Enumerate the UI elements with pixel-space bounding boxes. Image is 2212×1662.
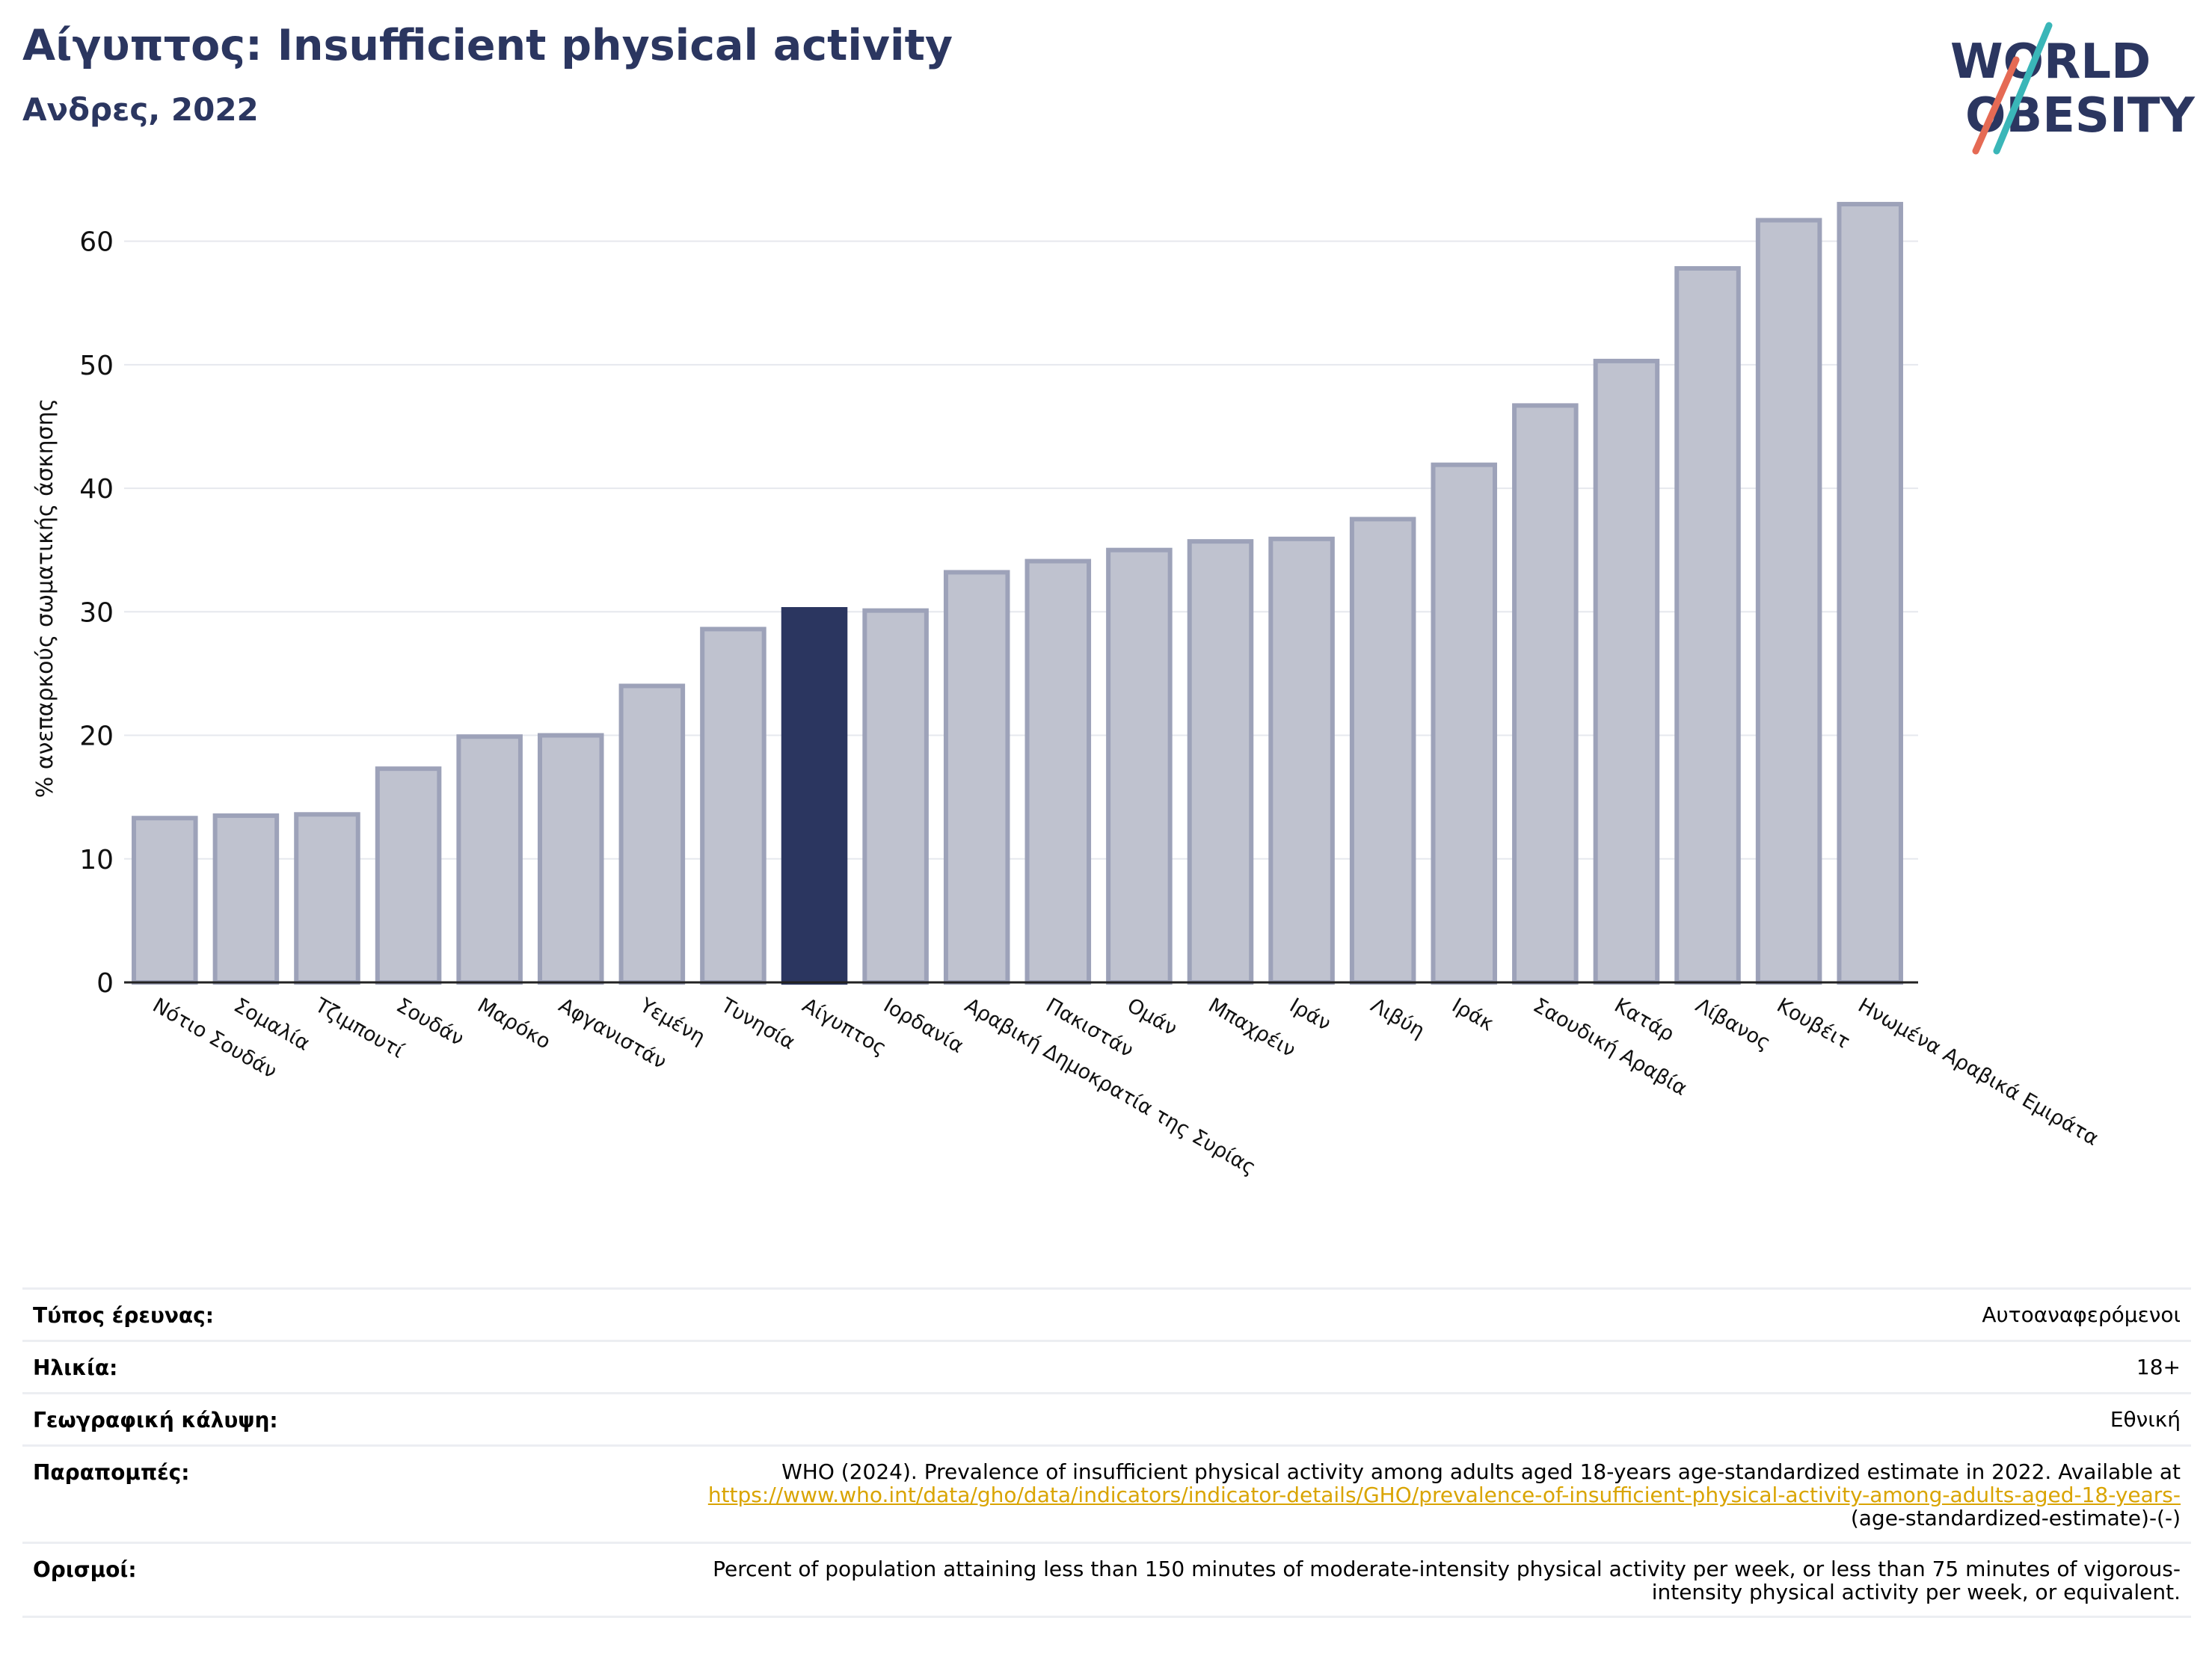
x-tick-label: Κατάρ	[1610, 994, 1678, 1046]
x-tick-label: Αίγυπτος	[799, 994, 891, 1060]
bar	[1837, 202, 1903, 985]
bar	[1187, 539, 1254, 985]
bar	[212, 813, 280, 985]
bar	[1755, 218, 1822, 985]
bar	[1593, 358, 1660, 985]
bar	[1106, 547, 1173, 985]
x-tick-label: Ιορδανία	[879, 994, 968, 1058]
x-tick-label: Λίβανος	[1692, 994, 1775, 1055]
info-row-coverage: Γεωγραφική κάλυψη: Εθνική	[22, 1392, 2191, 1444]
x-tick-label: Τζιμπουτί	[310, 994, 408, 1063]
bar	[132, 816, 198, 985]
x-tick-label: Ομάν	[1123, 994, 1181, 1041]
bar	[943, 570, 1010, 985]
bar	[1674, 265, 1741, 985]
definitions-line1: Percent of population attaining less tha…	[713, 1557, 2181, 1581]
references-value: WHO (2024). Prevalence of insufficient p…	[708, 1460, 2181, 1530]
survey-type-value: Αυτοαναφερόμενοι	[1982, 1302, 2181, 1327]
logo-slash-teal	[1993, 22, 2053, 155]
coverage-label: Γεωγραφική κάλυψη:	[33, 1408, 278, 1432]
bar	[456, 734, 523, 985]
x-tick-label: Μαρόκο	[473, 994, 554, 1053]
y-tick-label: 20	[79, 721, 114, 752]
bar	[537, 733, 604, 985]
references-link[interactable]: https://www.who.int/data/gho/data/indica…	[707, 1483, 2181, 1507]
x-tick-label: Μπαχρέιν	[1204, 994, 1299, 1062]
bar	[700, 627, 766, 985]
bar-highlighted	[781, 607, 848, 985]
world-obesity-logo: WORLD OBESITY	[1950, 22, 2195, 155]
x-tick-label: Τυνησία	[716, 994, 799, 1055]
bar	[862, 608, 929, 985]
info-row-survey-type: Τύπος έρευνας: Αυτοαναφερόμενοι	[22, 1287, 2191, 1340]
references-tail: (age-standardized-estimate)-(-)	[1850, 1506, 2181, 1530]
bar	[1349, 517, 1416, 985]
info-table: Τύπος έρευνας: Αυτοαναφερόμενοι Ηλικία: …	[22, 1287, 2191, 1618]
age-value: 18+	[2136, 1355, 2181, 1379]
references-text: WHO (2024). Prevalence of insufficient p…	[781, 1459, 2181, 1484]
x-tick-label: Κουβέιτ	[1773, 994, 1854, 1053]
y-tick-label: 50	[79, 351, 114, 381]
x-tick-label: Ηνωμένα Αραβικά Εμιράτα	[1854, 994, 2102, 1151]
y-axis-title: % ανεπαρκούς σωματικής άσκησης	[32, 398, 58, 798]
logo-word-world: WORLD	[1950, 34, 2151, 90]
definitions-label: Ορισμοί:	[33, 1557, 137, 1582]
x-tick-label: Σαουδική Αραβία	[1529, 994, 1691, 1101]
y-tick-label: 10	[79, 845, 114, 875]
bar	[618, 683, 686, 985]
definitions-line2: intensity physical activity per week, or…	[1651, 1580, 2181, 1604]
definitions-value: Percent of population attaining less tha…	[713, 1557, 2181, 1604]
x-tick-label: Ιράκ	[1448, 994, 1498, 1035]
y-tick-labels: 0 10 20 30 40 50 60	[79, 227, 114, 999]
coverage-value: Εθνική	[2110, 1407, 2181, 1432]
bar	[1431, 462, 1498, 985]
info-row-references: Παραπομπές: WHO (2024). Prevalence of in…	[22, 1444, 2191, 1542]
x-tick-label: Λιβύη	[1367, 994, 1429, 1043]
chart-title: Αίγυπτος: Insufficient physical activity	[22, 21, 953, 70]
bar	[1268, 536, 1335, 985]
bar	[375, 766, 442, 985]
chart-subtitle: Ανδρες, 2022	[22, 91, 259, 128]
info-row-age: Ηλικία: 18+	[22, 1340, 2191, 1392]
x-tick-label: Αραβική Δημοκρατία της Συρίας	[961, 994, 1260, 1180]
y-tick-label: 30	[79, 597, 114, 628]
bars	[132, 202, 1903, 985]
x-tick-label: Ιράν	[1285, 994, 1335, 1035]
bar	[294, 812, 360, 985]
info-row-definitions: Ορισμοί: Percent of population attaining…	[22, 1542, 2191, 1618]
age-label: Ηλικία:	[33, 1355, 118, 1380]
logo-slash-coral	[1972, 56, 2020, 155]
references-label: Παραπομπές:	[33, 1460, 190, 1485]
bar-chart: 0 10 20 30 40 50 60 Νότιο ΣουδάνΣομαλίαΤζιμπου…	[32, 202, 2103, 1180]
y-tick-label: 40	[79, 474, 114, 505]
bar	[1512, 403, 1579, 985]
y-tick-label: 0	[96, 968, 114, 999]
survey-type-label: Τύπος έρευνας:	[33, 1303, 214, 1328]
bar	[1024, 558, 1092, 985]
y-tick-label: 60	[79, 227, 114, 258]
